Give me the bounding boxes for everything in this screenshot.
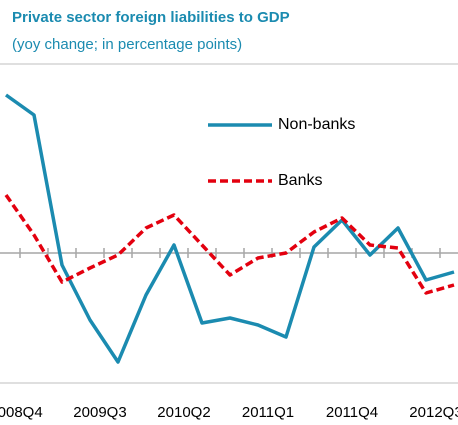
x-tick-label: 2008Q4 — [0, 404, 43, 421]
x-tick-label: 2011Q1 — [242, 404, 294, 421]
x-tick-label: 2010Q2 — [157, 404, 210, 421]
chart-subtitle: (yoy change; in percentage points) — [12, 36, 242, 53]
series-line — [4, 93, 455, 364]
series-line — [4, 193, 455, 295]
x-tick-label: 2011Q4 — [326, 404, 378, 421]
x-tick-label: 2009Q3 — [73, 404, 126, 421]
legend-label: Banks — [278, 172, 322, 189]
x-tick-label: 2012Q3 — [409, 404, 458, 421]
legend-label: Non-banks — [278, 116, 355, 133]
chart-title: Private sector foreign liabilities to GD… — [12, 9, 290, 26]
